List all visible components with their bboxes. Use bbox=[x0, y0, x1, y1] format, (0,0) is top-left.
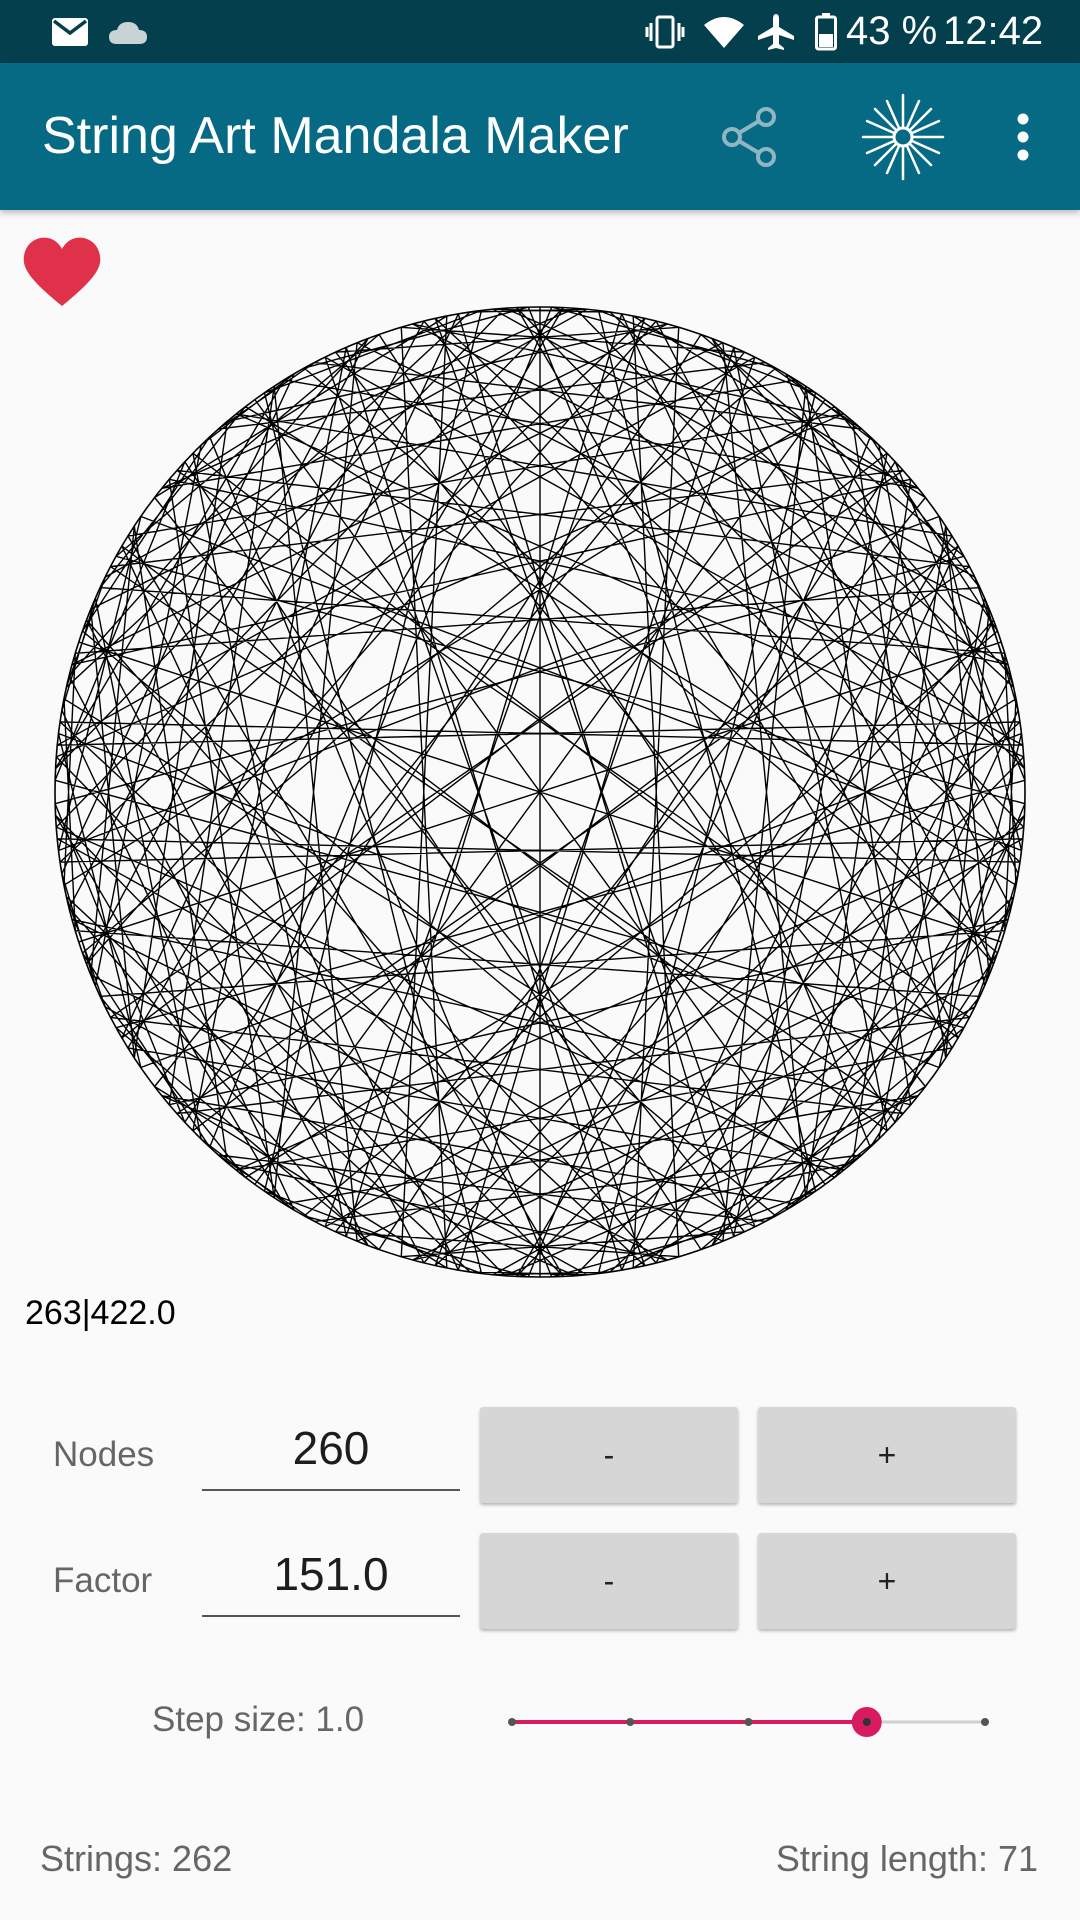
airplane-icon bbox=[757, 0, 795, 63]
sparkle-button[interactable] bbox=[855, 63, 950, 210]
mandala-canvas[interactable] bbox=[48, 300, 1032, 1284]
slider-tick bbox=[508, 1718, 516, 1726]
mandala-strings bbox=[55, 307, 1025, 1277]
factor-plus-button[interactable]: + bbox=[758, 1533, 1016, 1629]
favorite-button[interactable] bbox=[22, 236, 102, 308]
vibrate-icon bbox=[645, 0, 685, 63]
share-button[interactable] bbox=[705, 63, 795, 210]
slider-tick bbox=[626, 1718, 634, 1726]
slider-thumb-dot bbox=[863, 1718, 871, 1726]
string-length: String length: 71 bbox=[776, 1838, 1038, 1880]
coords-readout: 263|422.0 bbox=[25, 1294, 176, 1333]
strings-count: Strings: 262 bbox=[40, 1838, 232, 1880]
slider-tick bbox=[981, 1718, 989, 1726]
factor-minus-button[interactable]: - bbox=[480, 1533, 738, 1629]
battery-icon bbox=[815, 0, 837, 63]
mandala-drawing bbox=[48, 300, 1032, 1284]
sparkle-icon bbox=[859, 93, 947, 181]
step-size-label: Step size: 1.0 bbox=[152, 1700, 364, 1740]
factor-label: Factor bbox=[53, 1561, 152, 1601]
status-time: 12:42 bbox=[943, 0, 1043, 63]
step-size-slider[interactable] bbox=[500, 1700, 1000, 1744]
nodes-input[interactable]: 260 bbox=[202, 1405, 460, 1491]
status-bar: 43 % 12:42 bbox=[0, 0, 1080, 63]
cloud-icon bbox=[108, 0, 148, 63]
heart-icon bbox=[22, 236, 102, 308]
slider-tick bbox=[745, 1718, 753, 1726]
battery-percent: 43 % bbox=[846, 0, 937, 63]
nodes-plus-button[interactable]: + bbox=[758, 1407, 1016, 1503]
wifi-icon bbox=[703, 0, 745, 63]
more-vert-icon bbox=[1015, 113, 1031, 161]
app-bar: String Art Mandala Maker bbox=[0, 63, 1080, 210]
nodes-label: Nodes bbox=[53, 1435, 154, 1475]
nodes-minus-button[interactable]: - bbox=[480, 1407, 738, 1503]
app-title: String Art Mandala Maker bbox=[42, 63, 629, 210]
overflow-menu-button[interactable] bbox=[995, 63, 1050, 210]
share-icon bbox=[718, 105, 782, 169]
factor-input[interactable]: 151.0 bbox=[202, 1531, 460, 1617]
mail-icon bbox=[52, 0, 88, 63]
